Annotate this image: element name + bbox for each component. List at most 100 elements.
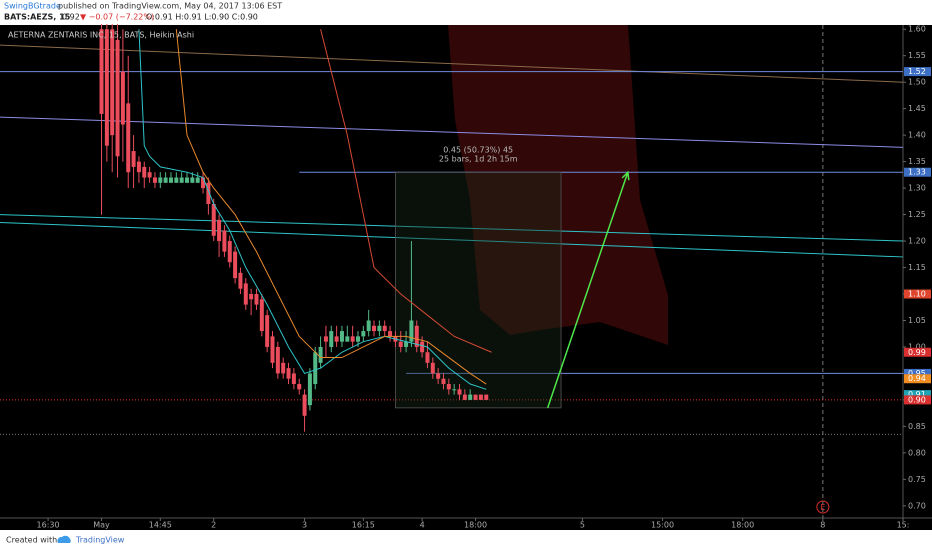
candle-body: [126, 103, 131, 173]
price-label-bg: [904, 374, 931, 384]
y-tick-label: 0.80: [908, 448, 926, 457]
trend-line: [0, 214, 904, 242]
candle-body: [265, 315, 270, 347]
indicator-line: [175, 29, 487, 385]
header-symbol: BATS:AEZS, 15: [4, 13, 71, 22]
candle-body: [404, 341, 409, 347]
y-tick-label: 1.05: [908, 316, 926, 325]
candle-body: [457, 389, 462, 395]
candle-body: [281, 362, 286, 374]
y-tick-label: 0.75: [908, 475, 926, 484]
x-tick-label: 15:00: [651, 521, 674, 530]
candle-body: [462, 394, 467, 400]
y-tick-label: 1.30: [908, 184, 926, 193]
x-tick-label: 5: [580, 521, 585, 530]
candle-body: [478, 394, 483, 400]
candle-body: [366, 320, 371, 332]
candle-body: [142, 166, 147, 178]
x-tick-label: 14:45: [149, 521, 172, 530]
trend-line: [0, 116, 904, 148]
candle-body: [190, 177, 195, 183]
candle-body: [217, 219, 222, 242]
brand-icon: [57, 535, 71, 543]
price-label: 0.95: [908, 369, 926, 378]
candle-body: [388, 331, 393, 337]
y-tick-label: 1.00: [908, 342, 926, 351]
header-published: published on TradingView.com, May 04, 20…: [58, 2, 282, 11]
candle-body: [158, 177, 163, 183]
arrow: [546, 171, 629, 409]
header-bg: [0, 0, 932, 25]
candle-body: [152, 177, 157, 183]
chart-title: AETERNA ZENTARIS INC, 15, BATS, Heikin A…: [8, 31, 194, 40]
candle-body: [115, 39, 120, 157]
candle-body: [275, 346, 280, 374]
candle-body: [110, 29, 115, 136]
header-last: 0.92: [62, 13, 80, 22]
candle-body: [302, 394, 307, 416]
y-tick-label: 1.60: [908, 25, 926, 34]
y-tick-label: 1.20: [908, 237, 926, 246]
y-tick-label: 0.85: [908, 422, 926, 431]
candle-body: [361, 331, 366, 337]
trend-line: [0, 222, 904, 258]
candle-body: [168, 177, 173, 183]
x-tick-label: May: [93, 521, 110, 530]
price-label: 0.90: [908, 395, 926, 404]
y-tick-label: 1.40: [908, 131, 926, 140]
y-tick-label: 1.50: [908, 78, 926, 87]
candle-body: [120, 71, 125, 125]
candle-body: [414, 325, 419, 347]
candle-body: [441, 378, 446, 385]
x-tick-label: 2: [211, 521, 216, 530]
price-label: 0.91: [908, 390, 926, 399]
candle-body: [345, 336, 350, 342]
candle-body: [436, 373, 441, 379]
candle-body: [259, 299, 264, 332]
price-label-bg: [904, 289, 931, 299]
footer-created: Created with: [6, 536, 57, 545]
candle-body: [195, 177, 200, 183]
candle-body: [291, 373, 296, 385]
candle-body: [484, 394, 489, 400]
candle-body: [254, 294, 259, 305]
x-tick-label: 18:00: [731, 521, 754, 530]
candle-body: [313, 352, 318, 385]
candle-body: [446, 384, 451, 390]
y-tick-label: 1.55: [908, 51, 926, 60]
indicator-line: [138, 29, 487, 390]
candle-body: [307, 373, 312, 406]
candle-body: [339, 331, 344, 342]
x-tick-label: 15:: [897, 521, 910, 530]
candle-body: [227, 241, 232, 263]
candle-body: [425, 352, 430, 363]
x-tick-label: 16:15: [352, 521, 375, 530]
candle-body: [222, 230, 227, 252]
x-tick-label: 3: [302, 521, 307, 530]
candle-body: [468, 394, 473, 400]
candle-body: [334, 336, 339, 342]
header-user: SwingBGtrade: [4, 2, 61, 11]
header-ohlc: O:0.91 H:0.91 L:0.90 C:0.90: [146, 13, 258, 22]
candle-body: [99, 29, 104, 114]
candle-body: [409, 320, 414, 342]
y-tick-label: 1.15: [908, 263, 926, 272]
candle-body: [382, 325, 387, 332]
y-tick-label: 0.70: [908, 501, 926, 510]
trend-line: [0, 44, 904, 83]
price-label-bg: [904, 368, 931, 378]
candle-body: [185, 177, 190, 183]
price-label-bg: [904, 347, 931, 357]
x-tick-label: 16:30: [37, 521, 60, 530]
candle-body: [174, 177, 179, 183]
candle-body: [286, 368, 291, 379]
candle-body: [249, 294, 254, 300]
price-label-bg: [904, 395, 931, 405]
candle-body: [211, 203, 216, 236]
arrow-head: [621, 170, 630, 181]
candle-body: [297, 384, 302, 390]
price-label-bg: [904, 67, 931, 77]
candle-body: [452, 389, 457, 391]
